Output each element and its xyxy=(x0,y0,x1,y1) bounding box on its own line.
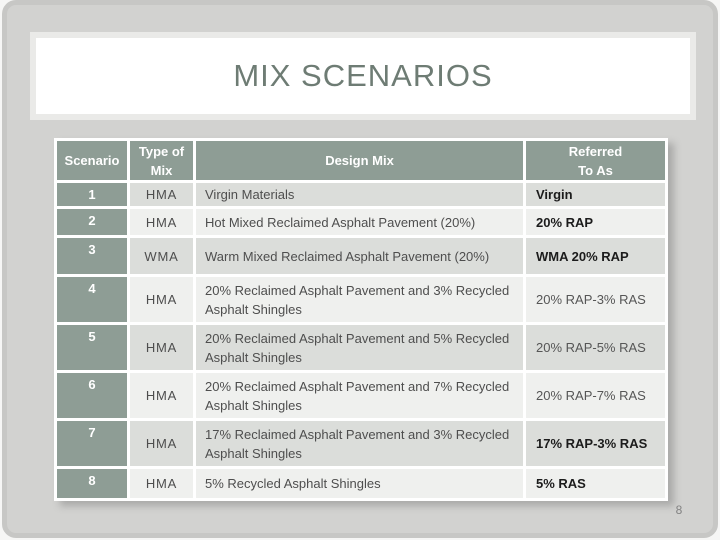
referred-cell: WMA 20% RAP xyxy=(526,238,665,274)
scenario-cell: 5 xyxy=(57,325,127,370)
referred-cell: Virgin xyxy=(526,183,665,206)
design-cell: Hot Mixed Reclaimed Asphalt Pavement (20… xyxy=(196,209,523,235)
type-cell: HMA xyxy=(130,469,193,498)
scenario-cell: 8 xyxy=(57,469,127,498)
col-header-referred-to-as: Referred To As xyxy=(526,141,665,180)
type-cell: HMA xyxy=(130,277,193,322)
design-cell: Warm Mixed Reclaimed Asphalt Pavement (2… xyxy=(196,238,523,274)
col-header-scenario: Scenario xyxy=(57,141,127,180)
scenario-cell: 1 xyxy=(57,183,127,206)
type-cell: HMA xyxy=(130,325,193,370)
scenario-cell: 7 xyxy=(57,421,127,466)
type-cell: HMA xyxy=(130,209,193,235)
page-number: 8 xyxy=(675,503,683,517)
referred-cell: 20% RAP xyxy=(526,209,665,235)
design-cell: 20% Reclaimed Asphalt Pavement and 7% Re… xyxy=(196,373,523,418)
referred-cell: 17% RAP-3% RAS xyxy=(526,421,665,466)
design-cell: 5% Recycled Asphalt Shingles xyxy=(196,469,523,498)
mix-scenarios-table: Scenario Type of Mix Design Mix Referred… xyxy=(54,138,668,501)
referred-cell: 20% RAP-3% RAS xyxy=(526,277,665,322)
scenario-cell: 2 xyxy=(57,209,127,235)
type-cell: HMA xyxy=(130,183,193,206)
design-cell: 17% Reclaimed Asphalt Pavement and 3% Re… xyxy=(196,421,523,466)
design-cell: Virgin Materials xyxy=(196,183,523,206)
col-header-type-of-mix: Type of Mix xyxy=(130,141,193,180)
type-cell: HMA xyxy=(130,373,193,418)
referred-cell: 5% RAS xyxy=(526,469,665,498)
title-box: MIX SCENARIOS xyxy=(30,32,696,120)
type-cell: WMA xyxy=(130,238,193,274)
scenario-cell: 6 xyxy=(57,373,127,418)
type-cell: HMA xyxy=(130,421,193,466)
design-cell: 20% Reclaimed Asphalt Pavement and 5% Re… xyxy=(196,325,523,370)
referred-cell: 20% RAP-7% RAS xyxy=(526,373,665,418)
scenario-cell: 3 xyxy=(57,238,127,274)
design-cell: 20% Reclaimed Asphalt Pavement and 3% Re… xyxy=(196,277,523,322)
slide-title: MIX SCENARIOS xyxy=(233,58,493,93)
scenario-cell: 4 xyxy=(57,277,127,322)
col-header-design-mix: Design Mix xyxy=(196,141,523,180)
referred-cell: 20% RAP-5% RAS xyxy=(526,325,665,370)
